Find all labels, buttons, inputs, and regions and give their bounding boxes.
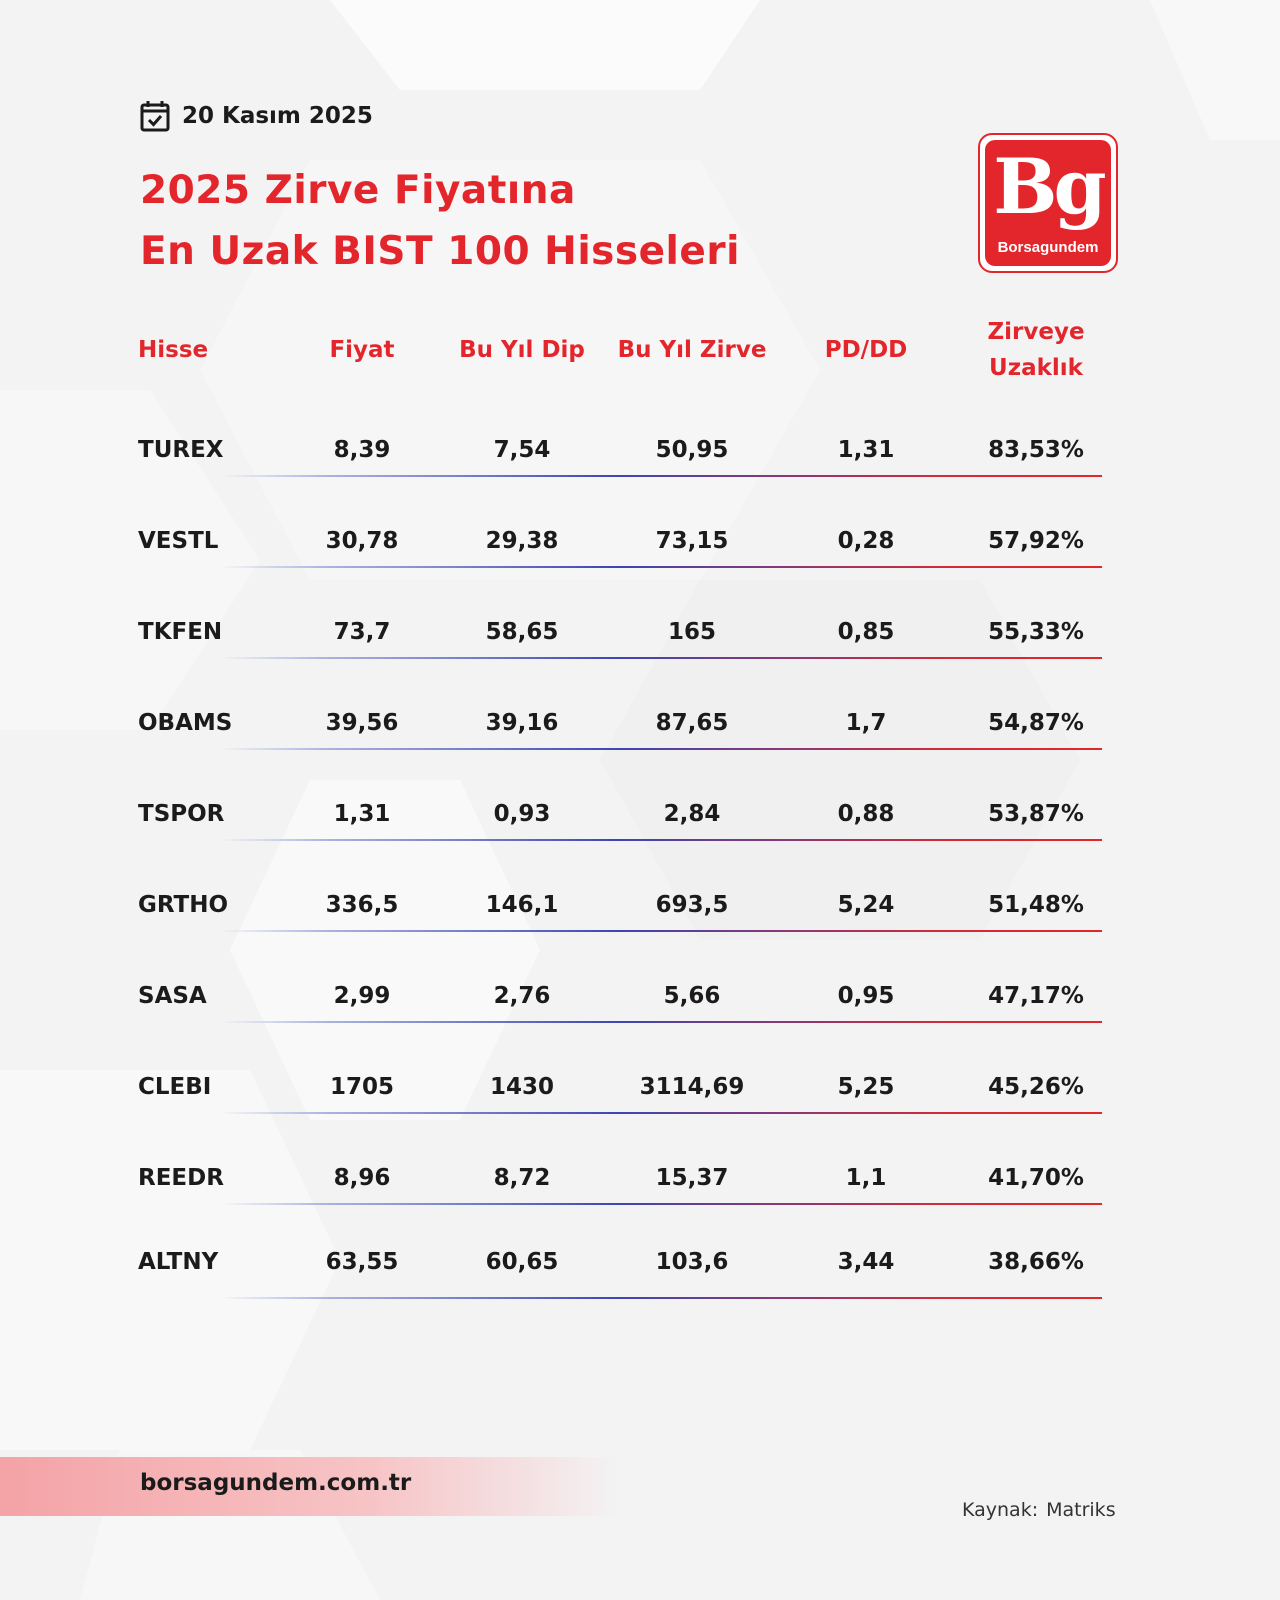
date-text: 20 Kasım 2025 bbox=[182, 103, 373, 129]
row-divider bbox=[220, 748, 1102, 750]
cell-uzaklik: 41,70% bbox=[988, 1165, 1084, 1191]
column-header-fiyat: Fiyat bbox=[329, 337, 395, 363]
row-divider bbox=[220, 566, 1102, 568]
page-title: 2025 Zirve Fiyatına En Uzak BIST 100 His… bbox=[140, 160, 740, 282]
cell-pddd: 1,7 bbox=[845, 710, 887, 736]
source-credit: Kaynak: Matriks bbox=[962, 1499, 1116, 1521]
row-divider bbox=[220, 1297, 1102, 1299]
site-url[interactable]: borsagundem.com.tr bbox=[140, 1470, 412, 1496]
cell-hisse: TUREX bbox=[138, 437, 224, 463]
cell-dip: 2,76 bbox=[493, 983, 551, 1009]
title-line-1: 2025 Zirve Fiyatına bbox=[140, 168, 576, 213]
cell-hisse: CLEBI bbox=[138, 1074, 212, 1100]
cell-zirve: 50,95 bbox=[655, 437, 729, 463]
cell-pddd: 0,95 bbox=[837, 983, 895, 1009]
column-header-uzaklik-line1: Zirveye bbox=[987, 319, 1085, 345]
cell-hisse: TSPOR bbox=[138, 801, 225, 827]
cell-uzaklik: 83,53% bbox=[988, 437, 1084, 463]
cell-dip: 58,65 bbox=[485, 619, 559, 645]
cell-pddd: 0,28 bbox=[837, 528, 895, 554]
source-value: Matriks bbox=[1046, 1499, 1116, 1521]
cell-uzaklik: 54,87% bbox=[988, 710, 1084, 736]
cell-dip: 7,54 bbox=[493, 437, 551, 463]
cell-dip: 146,1 bbox=[485, 892, 559, 918]
cell-zirve: 103,6 bbox=[655, 1249, 729, 1275]
row-divider bbox=[220, 475, 1102, 477]
cell-fiyat: 2,99 bbox=[333, 983, 391, 1009]
column-header-uzaklik: Zirveye Uzaklık bbox=[956, 314, 1116, 386]
title-line-2: En Uzak BIST 100 Hisseleri bbox=[140, 229, 740, 274]
cell-hisse: TKFEN bbox=[138, 619, 223, 645]
cell-pddd: 5,25 bbox=[837, 1074, 895, 1100]
row-divider bbox=[220, 1112, 1102, 1114]
cell-dip: 39,16 bbox=[485, 710, 559, 736]
cell-uzaklik: 47,17% bbox=[988, 983, 1084, 1009]
row-divider bbox=[220, 839, 1102, 841]
cell-pddd: 5,24 bbox=[837, 892, 895, 918]
cell-dip: 29,38 bbox=[485, 528, 559, 554]
cell-fiyat: 63,55 bbox=[325, 1249, 399, 1275]
cell-uzaklik: 55,33% bbox=[988, 619, 1084, 645]
source-label: Kaynak: bbox=[962, 1499, 1039, 1521]
cell-zirve: 693,5 bbox=[655, 892, 729, 918]
logo-name: Borsagundem bbox=[997, 239, 1099, 256]
column-header-hisse: Hisse bbox=[138, 337, 209, 363]
footer-band bbox=[0, 1457, 620, 1516]
cell-dip: 8,72 bbox=[493, 1165, 551, 1191]
cell-uzaklik: 57,92% bbox=[988, 528, 1084, 554]
cell-pddd: 3,44 bbox=[837, 1249, 895, 1275]
column-header-pddd: PD/DD bbox=[824, 337, 908, 363]
cell-uzaklik: 45,26% bbox=[988, 1074, 1084, 1100]
logo-mark: Bg bbox=[993, 142, 1106, 231]
cell-zirve: 87,65 bbox=[655, 710, 729, 736]
cell-hisse: OBAMS bbox=[138, 710, 233, 736]
borsagundem-logo: Bg Borsagundem bbox=[978, 133, 1118, 273]
column-header-uzaklik-line2: Uzaklık bbox=[989, 355, 1083, 381]
cell-zirve: 2,84 bbox=[663, 801, 721, 827]
cell-fiyat: 39,56 bbox=[325, 710, 399, 736]
cell-uzaklik: 53,87% bbox=[988, 801, 1084, 827]
cell-hisse: VESTL bbox=[138, 528, 219, 554]
cell-hisse: GRTHO bbox=[138, 892, 229, 918]
cell-uzaklik: 51,48% bbox=[988, 892, 1084, 918]
cell-fiyat: 1705 bbox=[329, 1074, 394, 1100]
cell-zirve: 3114,69 bbox=[639, 1074, 745, 1100]
date-row: 20 Kasım 2025 bbox=[140, 100, 373, 132]
row-divider bbox=[220, 930, 1102, 932]
cell-zirve: 15,37 bbox=[655, 1165, 729, 1191]
cell-hisse: SASA bbox=[138, 983, 207, 1009]
cell-dip: 0,93 bbox=[493, 801, 551, 827]
column-header-dip: Bu Yıl Dip bbox=[459, 337, 585, 363]
cell-fiyat: 8,39 bbox=[333, 437, 391, 463]
calendar-check-icon bbox=[140, 101, 170, 132]
cell-dip: 1430 bbox=[489, 1074, 554, 1100]
cell-pddd: 0,88 bbox=[837, 801, 895, 827]
cell-uzaklik: 38,66% bbox=[988, 1249, 1084, 1275]
row-divider bbox=[220, 1203, 1102, 1205]
stock-table: Hisse Fiyat Bu Yıl Dip Bu Yıl Zirve PD/D… bbox=[138, 314, 1116, 1299]
column-header-zirve: Bu Yıl Zirve bbox=[617, 337, 767, 363]
cell-fiyat: 1,31 bbox=[333, 801, 391, 827]
cell-fiyat: 30,78 bbox=[325, 528, 399, 554]
cell-pddd: 1,1 bbox=[845, 1165, 887, 1191]
cell-hisse: REEDR bbox=[138, 1165, 224, 1191]
cell-pddd: 0,85 bbox=[837, 619, 895, 645]
cell-pddd: 1,31 bbox=[837, 437, 895, 463]
cell-zirve: 165 bbox=[667, 619, 716, 645]
cell-zirve: 73,15 bbox=[655, 528, 729, 554]
cell-fiyat: 8,96 bbox=[333, 1165, 391, 1191]
row-divider bbox=[220, 657, 1102, 659]
cell-fiyat: 73,7 bbox=[333, 619, 391, 645]
cell-hisse: ALTNY bbox=[138, 1249, 219, 1275]
cell-fiyat: 336,5 bbox=[325, 892, 399, 918]
cell-zirve: 5,66 bbox=[663, 983, 721, 1009]
cell-dip: 60,65 bbox=[485, 1249, 559, 1275]
row-divider bbox=[220, 1021, 1102, 1023]
